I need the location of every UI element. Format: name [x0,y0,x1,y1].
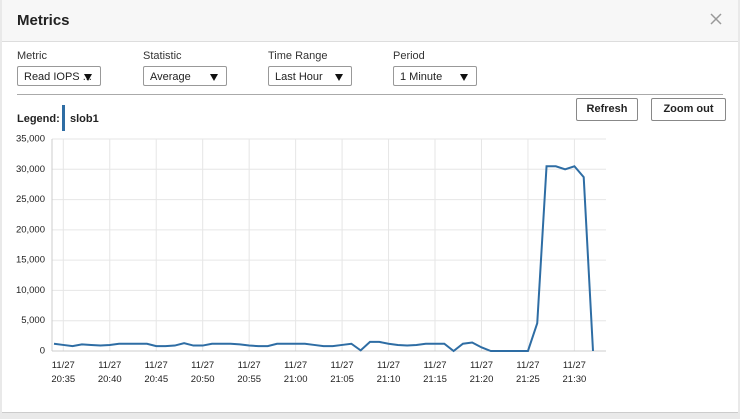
y-tick-label: 20,000 [16,224,45,235]
dropdown-arrow [460,74,468,81]
divider [17,94,723,95]
y-tick-label: 35,000 [16,134,45,145]
refresh-button[interactable]: Refresh [576,98,638,121]
dialog-header: Metrics [2,0,738,42]
dropdown-arrow [335,74,343,81]
dropdown-arrow [84,74,92,81]
dropdown-value: Last Hour [275,71,323,83]
x-tick-label: 11/27 20:40 [98,360,122,385]
legend-entry: slob1 [70,113,99,125]
dropdown-value: Average [150,71,191,83]
y-tick-label: 25,000 [16,194,45,205]
dropdown-value: Read IOPS ... [24,71,92,83]
dropdown-arrow [210,74,218,81]
y-tick-label: 5,000 [21,315,45,326]
control-label: Metric [17,50,47,62]
dropdown[interactable]: 1 Minute [393,66,477,86]
data-line [53,165,594,353]
x-tick-label: 11/27 21:10 [377,360,401,385]
x-tick-label: 11/27 21:20 [470,360,494,385]
legend-swatch [62,105,65,131]
close-button[interactable] [710,13,722,25]
y-tick-label: 0 [40,346,45,357]
x-tick-label: 11/27 21:15 [423,360,447,385]
control-label: Period [393,50,425,62]
x-tick-label: 11/27 20:45 [144,360,168,385]
dropdown[interactable]: Average [143,66,227,86]
x-tick-label: 11/27 21:00 [284,360,308,385]
control-label: Statistic [143,50,182,62]
y-tick-label: 15,000 [16,255,45,266]
dropdown-value: 1 Minute [400,71,443,83]
y-tick-label: 30,000 [16,164,45,175]
dialog-title: Metrics [17,12,70,29]
x-tick-label: 11/27 21:25 [516,360,540,385]
control-label: Time Range [268,50,328,62]
x-tick-label: 11/27 20:55 [237,360,261,385]
x-tick-label: 11/27 20:50 [191,360,215,385]
chart: 0 5,000 10,000 15,000 20,000 25,000 30,000 35,0… [16,134,606,385]
y-tick-label: 10,000 [16,285,45,296]
x-tick-label: 11/27 20:35 [51,360,75,385]
x-tick-label: 11/27 21:30 [563,360,587,385]
x-tick-label: 11/27 21:05 [330,360,354,385]
zoom-out-button[interactable]: Zoom out [651,98,726,121]
dropdown[interactable]: Last Hour [268,66,352,86]
dropdown[interactable]: Read IOPS ... [17,66,101,86]
legend-title: Legend: [17,113,60,125]
